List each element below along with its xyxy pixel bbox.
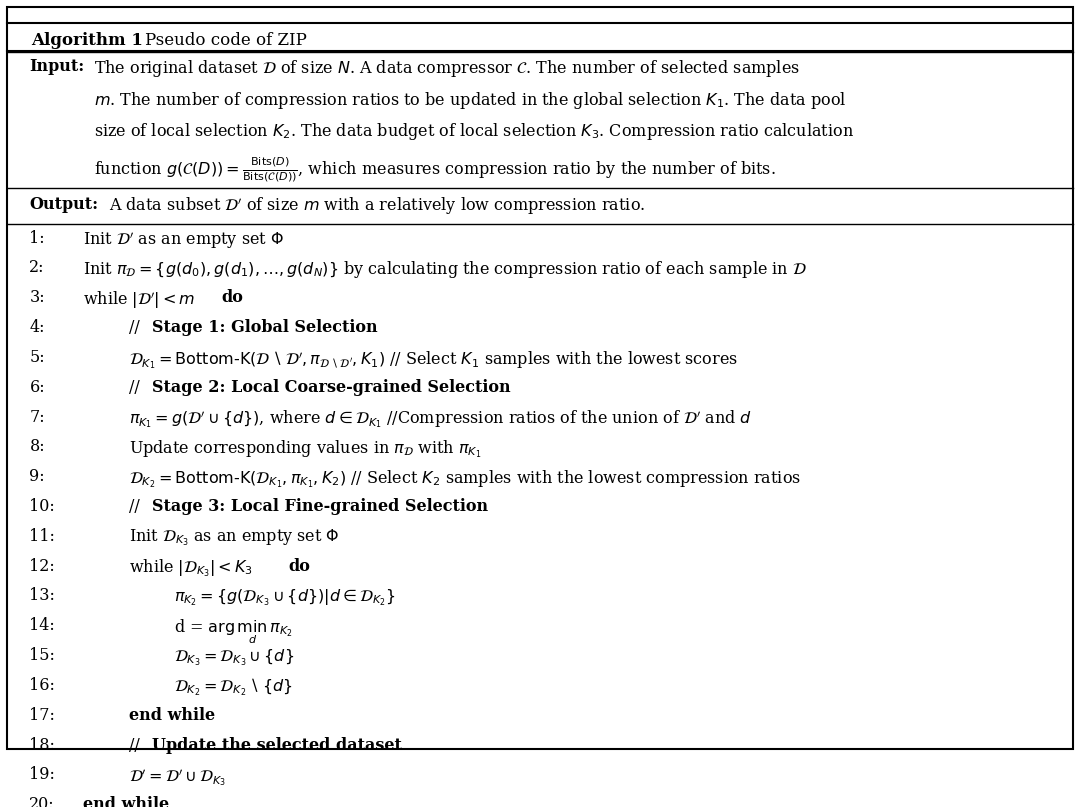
Text: 16:: 16: — [29, 677, 55, 694]
Text: 13:: 13: — [29, 587, 55, 604]
Text: $\mathcal{D}' = \mathcal{D}' \cup \mathcal{D}_{K_3}$: $\mathcal{D}' = \mathcal{D}' \cup \mathc… — [129, 767, 226, 788]
Text: //: // — [129, 498, 145, 515]
Text: //: // — [129, 378, 145, 395]
Text: Update the selected dataset: Update the selected dataset — [152, 737, 402, 754]
Text: 1:: 1: — [29, 229, 45, 247]
Text: 11:: 11: — [29, 528, 55, 545]
Text: //: // — [129, 737, 145, 754]
Text: 14:: 14: — [29, 617, 55, 634]
Text: 8:: 8: — [29, 438, 45, 455]
Text: 3:: 3: — [29, 289, 45, 306]
Text: 4:: 4: — [29, 319, 45, 336]
Text: $\mathcal{D}_{K_1} = \mathrm{Bottom\text{-}K}(\mathcal{D} \setminus \mathcal{D}': $\mathcal{D}_{K_1} = \mathrm{Bottom\text… — [129, 349, 738, 370]
Text: size of local selection $K_2$. The data budget of local selection $K_3$. Compres: size of local selection $K_2$. The data … — [94, 121, 854, 142]
Text: $\pi_{K_1} = g(\mathcal{D}' \cup \{d\})$, where $d \in \mathcal{D}_{K_1}$ //Comp: $\pi_{K_1} = g(\mathcal{D}' \cup \{d\})$… — [129, 408, 752, 430]
Text: $\mathcal{D}_{K_2} = \mathcal{D}_{K_2} \setminus \{d\}$: $\mathcal{D}_{K_2} = \mathcal{D}_{K_2} \… — [174, 677, 293, 699]
Text: Algorithm 1: Algorithm 1 — [31, 32, 144, 49]
Text: 9:: 9: — [29, 468, 45, 485]
Text: $\mathcal{D}_{K_3} = \mathcal{D}_{K_3} \cup \{d\}$: $\mathcal{D}_{K_3} = \mathcal{D}_{K_3} \… — [174, 647, 294, 667]
Text: A data subset $\mathcal{D}'$ of size $m$ with a relatively low compression ratio: A data subset $\mathcal{D}'$ of size $m$… — [109, 196, 646, 217]
Text: $\mathcal{D}_{K_2} = \mathrm{Bottom\text{-}K}(\mathcal{D}_{K_1}, \pi_{K_1}, K_2): $\mathcal{D}_{K_2} = \mathrm{Bottom\text… — [129, 468, 800, 490]
Text: 2:: 2: — [29, 259, 45, 277]
Text: 20:: 20: — [29, 797, 55, 807]
Text: do: do — [221, 289, 243, 306]
Text: Init $\pi_{\mathcal{D}} = \{g(d_0), g(d_1), \ldots, g(d_N)\}$ by calculating the: Init $\pi_{\mathcal{D}} = \{g(d_0), g(d_… — [83, 259, 807, 280]
Text: end while: end while — [129, 707, 215, 724]
Text: Stage 3: Local Fine-grained Selection: Stage 3: Local Fine-grained Selection — [152, 498, 488, 515]
Text: //: // — [129, 319, 145, 336]
Text: 17:: 17: — [29, 707, 55, 724]
Text: Init $\mathcal{D}'$ as an empty set $\Phi$: Init $\mathcal{D}'$ as an empty set $\Ph… — [83, 229, 284, 251]
Text: while $|\mathcal{D}'| < m$: while $|\mathcal{D}'| < m$ — [83, 289, 197, 311]
Text: Update corresponding values in $\pi_{\mathcal{D}}$ with $\pi_{K_1}$: Update corresponding values in $\pi_{\ma… — [129, 438, 481, 460]
FancyBboxPatch shape — [6, 6, 1074, 749]
Text: Init $\mathcal{D}_{K_3}$ as an empty set $\Phi$: Init $\mathcal{D}_{K_3}$ as an empty set… — [129, 528, 339, 549]
Text: end while: end while — [83, 797, 170, 807]
Text: Input:: Input: — [29, 58, 84, 75]
Text: 6:: 6: — [29, 378, 45, 395]
Text: Output:: Output: — [29, 196, 98, 213]
Text: $\pi_{K_2} = \{g(\mathcal{D}_{K_3} \cup \{d\}) | d \in \mathcal{D}_{K_2}\}$: $\pi_{K_2} = \{g(\mathcal{D}_{K_3} \cup … — [174, 587, 395, 608]
Text: 7:: 7: — [29, 408, 45, 425]
Text: 19:: 19: — [29, 767, 55, 784]
Text: 5:: 5: — [29, 349, 45, 366]
Text: d = $\arg\min_{d}\, \pi_{K_2}$: d = $\arg\min_{d}\, \pi_{K_2}$ — [174, 617, 293, 646]
Text: Pseudo code of ZIP: Pseudo code of ZIP — [145, 32, 307, 49]
Text: 10:: 10: — [29, 498, 55, 515]
Text: 15:: 15: — [29, 647, 55, 664]
Text: do: do — [288, 558, 310, 575]
Text: Stage 1: Global Selection: Stage 1: Global Selection — [152, 319, 378, 336]
Text: Stage 2: Local Coarse-grained Selection: Stage 2: Local Coarse-grained Selection — [152, 378, 511, 395]
Text: 18:: 18: — [29, 737, 55, 754]
Text: 12:: 12: — [29, 558, 55, 575]
Text: The original dataset $\mathcal{D}$ of size $N$. A data compressor $\mathcal{C}$.: The original dataset $\mathcal{D}$ of si… — [94, 58, 800, 79]
Text: function $g(\mathcal{C}(D)) = \frac{\mathrm{Bits}(D)}{\mathrm{Bits}(\mathcal{C}(: function $g(\mathcal{C}(D)) = \frac{\mat… — [94, 156, 775, 184]
Text: $m$. The number of compression ratios to be updated in the global selection $K_1: $m$. The number of compression ratios to… — [94, 90, 847, 111]
Text: while $|\mathcal{D}_{K_3}| < K_3$: while $|\mathcal{D}_{K_3}| < K_3$ — [129, 558, 254, 579]
